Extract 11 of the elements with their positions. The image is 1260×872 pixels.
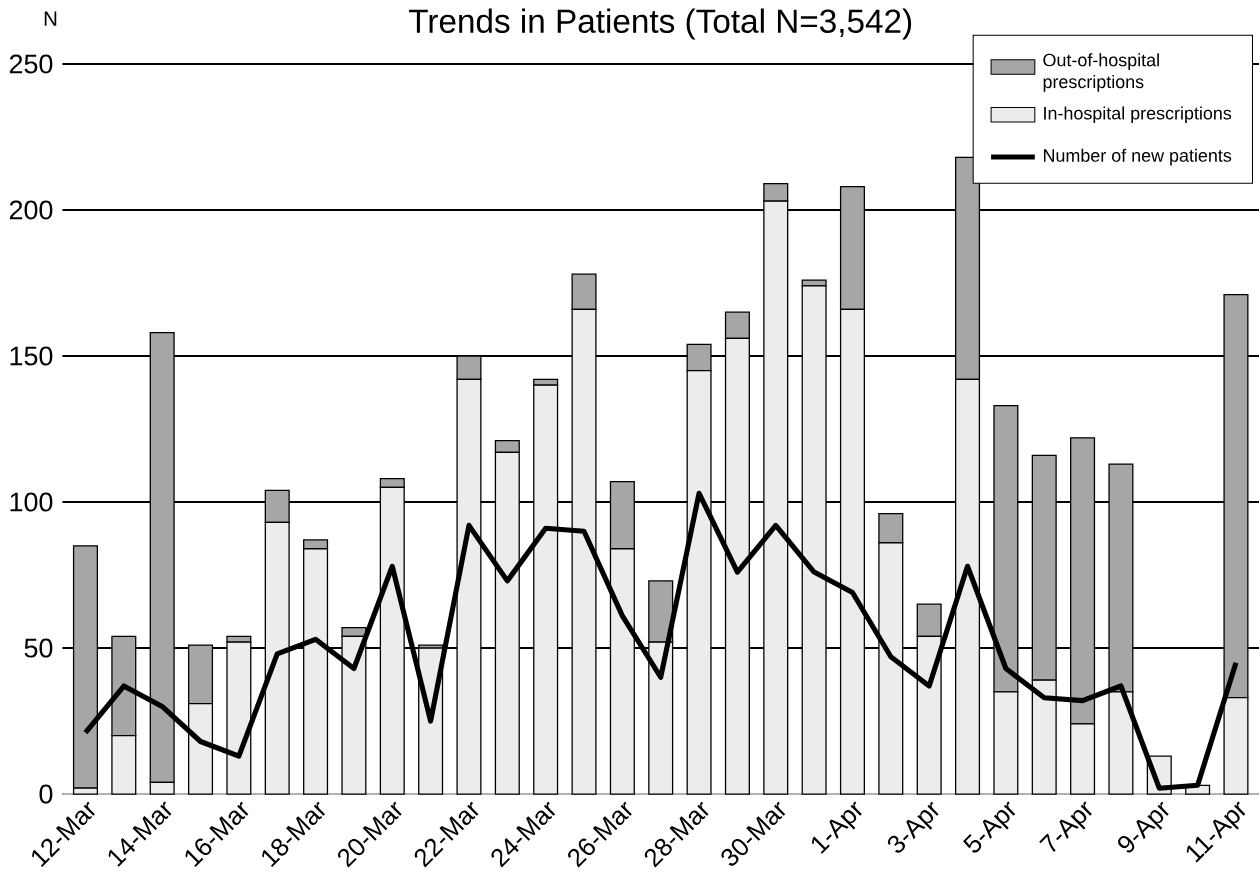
y-tick-label: 250 bbox=[9, 54, 53, 74]
y-tick-label: 100 bbox=[10, 492, 53, 512]
y-tick-label: 0 bbox=[39, 784, 53, 804]
y-tick-label: 150 bbox=[10, 346, 53, 366]
legend-label: Number of new patients bbox=[1044, 148, 1232, 166]
y-tick-label: 200 bbox=[9, 200, 53, 220]
y-axis-title: N bbox=[44, 11, 57, 26]
legend-label: In-hospital prescriptions bbox=[1044, 106, 1232, 123]
legend-label: Out-of-hospital prescriptions bbox=[1043, 53, 1159, 92]
y-tick-label: 50 bbox=[24, 638, 53, 658]
chart-title: Trends in Patients (Total N=3,542) bbox=[409, 8, 912, 40]
